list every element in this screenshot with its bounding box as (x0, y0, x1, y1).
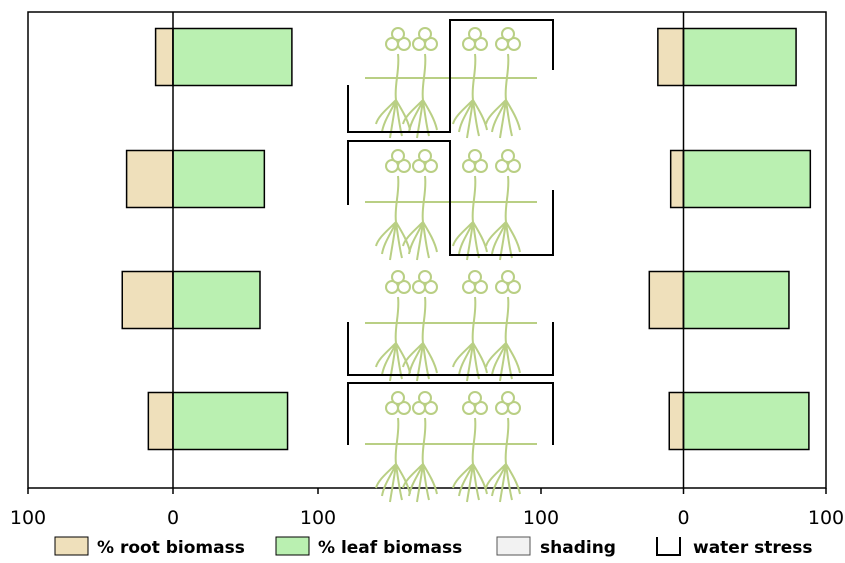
x-tick-label: 0 (677, 507, 689, 529)
bar (125, 149, 174, 209)
x-tick-label: 100 (300, 507, 336, 529)
legend-swatch (54, 536, 89, 556)
bar (682, 270, 790, 330)
bar (682, 391, 810, 451)
bar (172, 149, 266, 209)
legend-label: water stress (693, 538, 813, 558)
bar (172, 391, 289, 451)
bar (172, 27, 293, 87)
bar (172, 270, 261, 330)
legend-label: shading (540, 538, 616, 558)
bar (682, 149, 812, 209)
bar (147, 391, 174, 451)
bar (648, 270, 685, 330)
x-tick-label: 100 (808, 507, 844, 529)
legend-swatch (496, 536, 531, 556)
legend: % root biomass % leaf biomass shading water… (54, 536, 813, 558)
legend-label: % leaf biomass (318, 538, 462, 558)
bar (669, 149, 685, 209)
legend-swatch (275, 536, 310, 556)
legend-bracket (656, 537, 681, 556)
x-tick-label: 100 (10, 507, 46, 529)
bar (121, 270, 174, 330)
bar (154, 27, 174, 87)
bar (668, 391, 685, 451)
bar (682, 27, 797, 87)
illustration (347, 19, 554, 503)
x-tick-label: 0 (167, 507, 179, 529)
bar (657, 27, 685, 87)
legend-label: % root biomass (97, 538, 245, 558)
x-tick-label: 100 (523, 507, 559, 529)
